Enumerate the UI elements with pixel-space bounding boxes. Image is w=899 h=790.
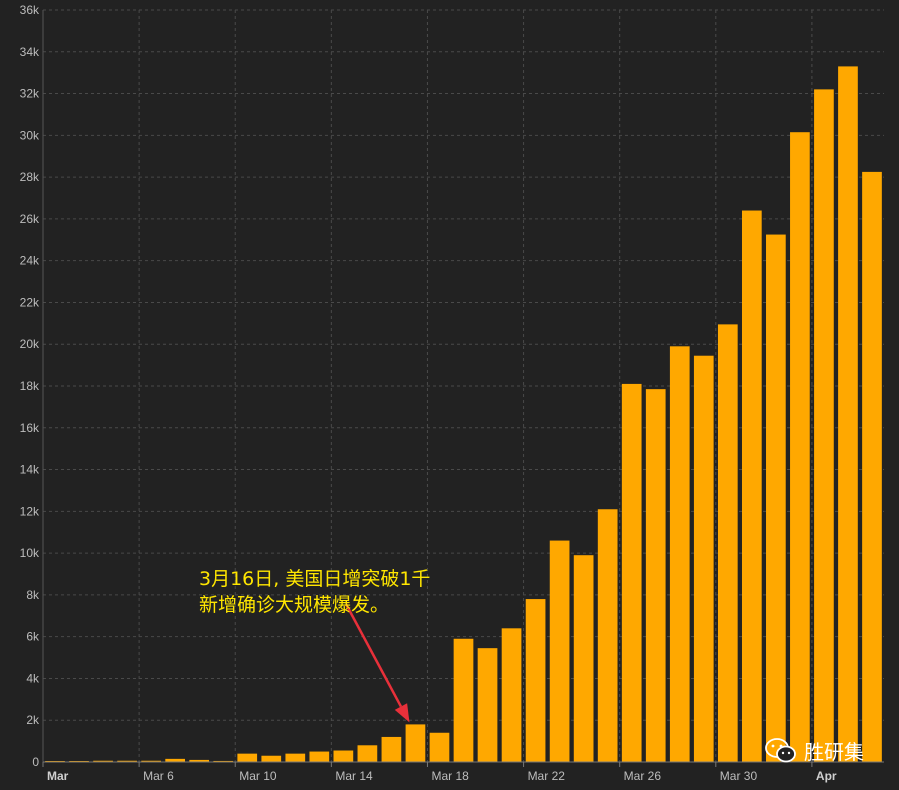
y-tick-label: 10k bbox=[20, 546, 40, 560]
bar bbox=[741, 210, 762, 763]
bar bbox=[381, 736, 402, 762]
bar bbox=[814, 89, 834, 762]
y-tick-label: 4k bbox=[26, 671, 40, 685]
x-tick-label: Apr bbox=[816, 769, 837, 783]
annotation-line-1: 3月16日, 美国日增突破1千 bbox=[199, 568, 431, 590]
y-tick-label: 34k bbox=[20, 45, 40, 59]
bar bbox=[621, 383, 642, 762]
watermark: 胜研集 bbox=[764, 736, 864, 765]
y-tick-label: 28k bbox=[20, 170, 40, 184]
x-tick-label: Mar 30 bbox=[720, 769, 758, 783]
bar bbox=[213, 760, 234, 762]
y-tick-label: 2k bbox=[26, 713, 40, 727]
bar bbox=[549, 540, 570, 762]
y-tick-label: 20k bbox=[20, 337, 40, 351]
watermark-text: 胜研集 bbox=[804, 740, 864, 764]
bar bbox=[93, 760, 113, 762]
y-tick-label: 36k bbox=[20, 3, 40, 17]
bar bbox=[525, 599, 546, 762]
x-tick-label: Mar 22 bbox=[528, 769, 566, 783]
y-tick-label: 12k bbox=[20, 504, 40, 518]
y-tick-label: 14k bbox=[20, 463, 40, 477]
y-axis: 0 2k 4k 6k 8k 10k 12k 14k 16k 18k 20k 22k 24k 26k 28k 3… bbox=[20, 3, 44, 769]
x-tick-label: Mar 18 bbox=[431, 769, 469, 783]
bar bbox=[453, 638, 474, 762]
bar bbox=[573, 555, 594, 762]
bar bbox=[189, 759, 210, 762]
x-tick-label: Mar bbox=[47, 769, 69, 783]
bar bbox=[501, 628, 522, 762]
wechat-icon bbox=[765, 737, 796, 762]
y-tick-label: 30k bbox=[20, 128, 40, 142]
y-tick-label: 6k bbox=[26, 630, 40, 644]
annotation-arrow-head bbox=[394, 703, 410, 723]
x-tick-label: Mar 14 bbox=[335, 769, 373, 783]
bar bbox=[165, 758, 186, 762]
y-tick-label: 18k bbox=[20, 379, 40, 393]
bar bbox=[405, 724, 426, 762]
y-tick-label: 16k bbox=[20, 421, 40, 435]
y-tick-label: 0 bbox=[32, 755, 39, 769]
x-tick-label: Mar 10 bbox=[239, 769, 277, 783]
bar bbox=[477, 648, 498, 762]
annotation-line-2: 新增确诊大规模爆发。 bbox=[199, 594, 390, 616]
annotation-text: 3月16日, 美国日增突破1千 新增确诊大规模爆发。 bbox=[199, 566, 430, 618]
bar bbox=[717, 324, 738, 762]
x-tick-label: Mar 6 bbox=[143, 769, 174, 783]
bar bbox=[669, 346, 690, 762]
x-tick-label: Mar 26 bbox=[624, 769, 662, 783]
y-tick-label: 26k bbox=[20, 212, 40, 226]
bar bbox=[333, 750, 354, 762]
bar bbox=[645, 389, 666, 762]
bar bbox=[237, 753, 258, 762]
y-tick-label: 8k bbox=[26, 588, 40, 602]
bar bbox=[862, 171, 882, 762]
y-tick-label: 24k bbox=[20, 254, 40, 268]
bar bbox=[141, 760, 161, 762]
annotation-arrow bbox=[344, 603, 410, 723]
bar bbox=[117, 760, 137, 762]
bar bbox=[309, 751, 330, 762]
annotation-arrow-shaft bbox=[344, 603, 403, 708]
bar bbox=[597, 509, 618, 762]
bars bbox=[45, 66, 882, 763]
y-tick-label: 22k bbox=[20, 295, 40, 309]
bar bbox=[285, 753, 306, 762]
bar bbox=[838, 66, 858, 762]
bar bbox=[429, 732, 450, 762]
bar bbox=[357, 745, 378, 762]
x-axis: Mar Mar 6 Mar 10 Mar 14 Mar 18 Mar 22 Mar 26 Ma… bbox=[42, 761, 884, 783]
bar bbox=[766, 234, 786, 763]
bar bbox=[261, 755, 282, 762]
bar bbox=[693, 355, 714, 762]
bar bbox=[790, 132, 810, 762]
y-tick-label: 32k bbox=[20, 87, 40, 101]
